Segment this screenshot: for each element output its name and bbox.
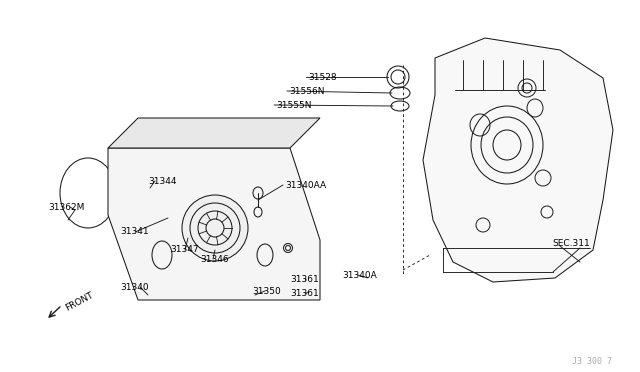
Text: 31347: 31347 <box>170 246 198 254</box>
Polygon shape <box>108 118 320 148</box>
Text: 31346: 31346 <box>200 256 228 264</box>
Ellipse shape <box>182 195 248 261</box>
Text: SEC.311: SEC.311 <box>552 238 589 247</box>
Text: 31340AA: 31340AA <box>285 180 326 189</box>
Text: 31556N: 31556N <box>289 87 324 96</box>
Text: 31340: 31340 <box>120 282 148 292</box>
Text: 31528: 31528 <box>308 74 337 83</box>
Text: 31341: 31341 <box>120 228 148 237</box>
Polygon shape <box>108 148 320 300</box>
Text: 31361: 31361 <box>290 276 319 285</box>
Polygon shape <box>423 38 613 282</box>
Text: 31340A: 31340A <box>342 270 377 279</box>
Text: 31350: 31350 <box>252 286 281 295</box>
Text: J3 300 7: J3 300 7 <box>572 357 612 366</box>
Text: FRONT: FRONT <box>64 291 95 313</box>
Text: 31555N: 31555N <box>276 102 312 110</box>
Text: 31361: 31361 <box>290 289 319 298</box>
Text: 31344: 31344 <box>148 176 177 186</box>
Text: 31362M: 31362M <box>48 202 84 212</box>
